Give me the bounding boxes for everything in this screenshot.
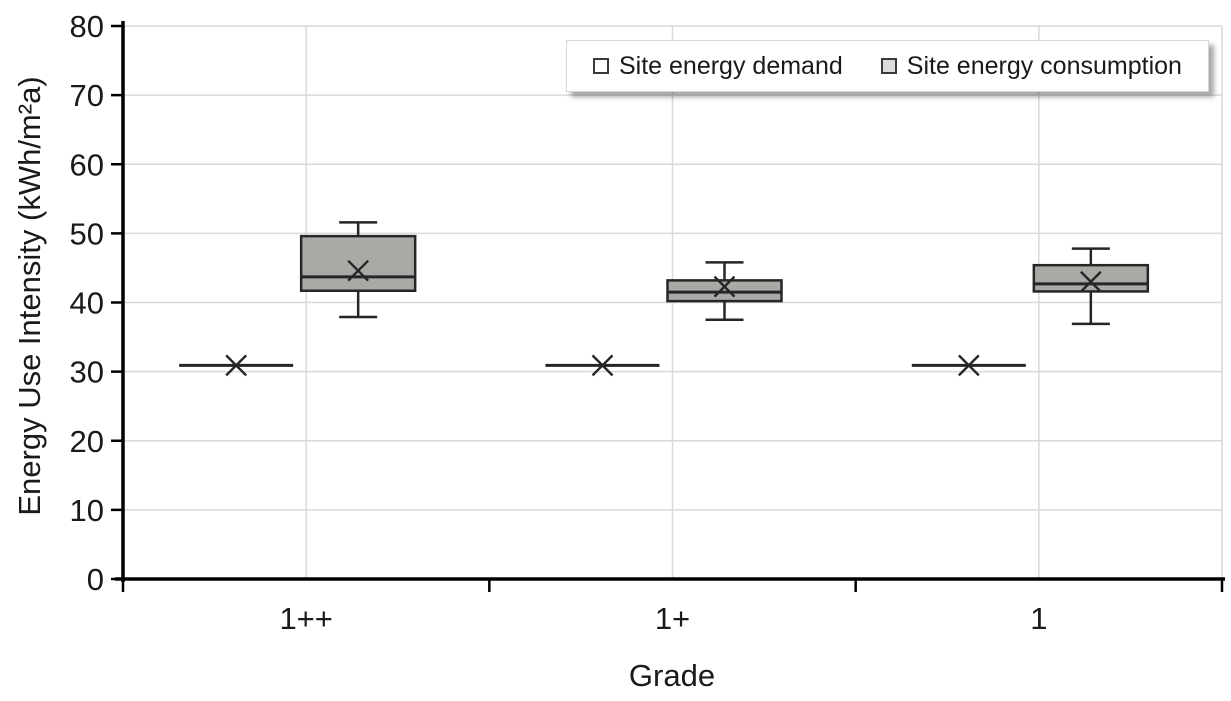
y-tick-label-0: 0 <box>87 562 104 597</box>
mean-marker-1+-demand <box>591 354 614 377</box>
y-axis-title: Energy Use Intensity (kWh/m²a) <box>12 76 47 515</box>
y-tick-label-50: 50 <box>70 216 104 251</box>
mean-marker-1++-demand <box>225 354 248 377</box>
legend: Site energy demand Site energy consumptio… <box>566 40 1209 92</box>
x-axis-title: Grade <box>629 658 715 693</box>
mean-marker-1+-consumption <box>713 275 736 298</box>
y-tick-label-70: 70 <box>70 78 104 113</box>
x-tick-label-1++: 1++ <box>279 601 332 636</box>
y-tick-label-30: 30 <box>70 355 104 390</box>
legend-item-consumption: Site energy consumption <box>880 51 1182 81</box>
legend-label-consumption: Site energy consumption <box>906 51 1182 80</box>
x-tick-label-1: 1 <box>1030 601 1047 636</box>
mean-marker-1++-consumption <box>347 259 370 282</box>
y-tick-label-20: 20 <box>70 424 104 459</box>
mean-marker-1-consumption <box>1079 270 1102 293</box>
y-tick-label-10: 10 <box>70 493 104 528</box>
x-tick-label-1+: 1+ <box>655 601 690 636</box>
legend-label-demand: Site energy demand <box>619 51 843 80</box>
box-1-consumption <box>1032 263 1150 293</box>
mean-marker-1-demand <box>957 354 980 377</box>
box-1++-consumption <box>299 234 417 292</box>
legend-item-demand: Site energy demand <box>593 52 843 81</box>
plot-area: 0 10 20 30 40 50 60 70 80 1++ 1+ 1 <box>70 9 1225 636</box>
y-tick-label-60: 60 <box>70 147 104 182</box>
legend-swatch-consumption <box>880 58 897 74</box>
y-tick-label-80: 80 <box>70 9 104 44</box>
y-tick-label-40: 40 <box>70 286 104 321</box>
legend-swatch-demand <box>593 58 609 74</box>
